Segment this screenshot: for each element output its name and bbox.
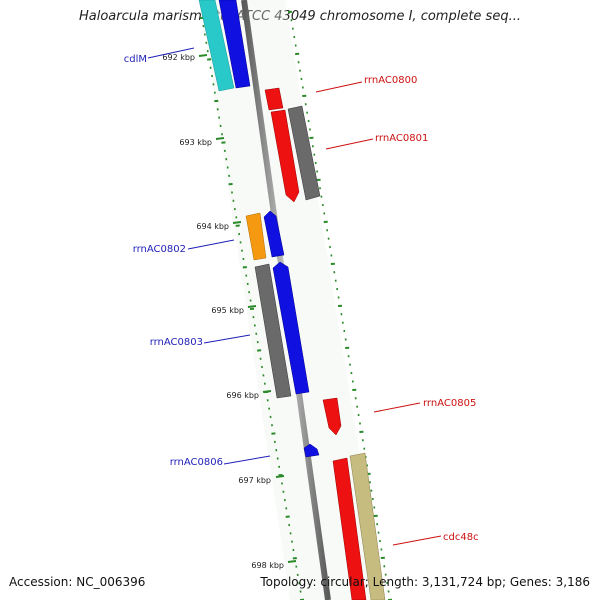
gene-label-rrnAC0801[interactable]: rrnAC0801 — [375, 133, 428, 144]
ruler-tick-label: 693 kbp — [179, 138, 212, 147]
ruler-tick-label: 694 kbp — [196, 222, 229, 231]
ruler-tick-label: 692 kbp — [162, 53, 195, 62]
gene-gray-plus-1[interactable] — [287, 105, 321, 201]
leader-line — [325, 138, 374, 150]
leader-line — [373, 402, 421, 413]
gene-rrnAC0802-feature[interactable] — [245, 212, 267, 261]
gene-labels: cdlM rrnAC0800 rrnAC0801 rrnAC0802 rrnAC… — [124, 47, 479, 546]
gene-rrnAC0800-feature[interactable] — [264, 87, 284, 111]
leader-line — [392, 535, 442, 546]
gene-label-cdlM[interactable]: cdlM — [124, 54, 147, 65]
ruler-tick-mark — [198, 54, 208, 57]
gene-label-rrnAC0806[interactable]: rrnAC0806 — [170, 457, 223, 468]
gene-blue-minus-1[interactable] — [218, 0, 251, 89]
leader-line — [147, 47, 195, 59]
gene-label-rrnAC0800[interactable]: rrnAC0800 — [364, 75, 417, 86]
gene-cdlM-feature[interactable] — [198, 0, 235, 92]
gene-red-plus-2[interactable] — [332, 457, 367, 600]
outer-tick-track — [287, 10, 393, 600]
gene-label-cdc48c[interactable]: cdc48c — [443, 532, 479, 543]
ruler-tick-mark — [275, 475, 285, 478]
ruler-tick-mark — [232, 221, 242, 224]
ruler-tick-label: 695 kbp — [211, 306, 244, 315]
leader-line — [315, 81, 363, 93]
accession-text: Accession: NC_006396 — [9, 575, 146, 589]
gene-rrnAC0803-feature[interactable] — [254, 263, 292, 399]
ruler-ticks: 692 kbp 693 kbp 694 kbp 695 kbp 696 kbp … — [162, 53, 297, 570]
gene-label-rrnAC0802[interactable]: rrnAC0802 — [133, 244, 186, 255]
ruler-tick-label: 698 kbp — [251, 561, 284, 570]
gene-rrnAC0806-feature[interactable] — [303, 443, 320, 458]
gene-blue-minus-2[interactable] — [263, 210, 285, 258]
leader-line — [203, 334, 251, 344]
ruler-tick-label: 696 kbp — [226, 391, 259, 400]
gene-rrnAC0801-feature[interactable] — [270, 109, 300, 203]
gene-label-rrnAC0805[interactable]: rrnAC0805 — [423, 398, 476, 409]
ruler-tick-mark — [247, 305, 257, 308]
inner-tick-track — [199, 16, 305, 600]
leader-line — [187, 239, 235, 250]
ruler-tick-label: 697 kbp — [238, 476, 271, 485]
gene-cdc48c-feature[interactable] — [349, 452, 386, 600]
leader-line — [223, 455, 271, 465]
topology-summary: Topology: circular; Length: 3,131,724 bp… — [260, 575, 590, 589]
ruler-tick-mark — [215, 137, 225, 140]
map-title: Haloarcula marismortui ATCC 43049 chromo… — [79, 9, 521, 24]
ruler-tick-mark — [262, 390, 272, 393]
gene-label-rrnAC0803[interactable]: rrnAC0803 — [150, 337, 203, 348]
ruler-tick-mark — [287, 560, 297, 563]
gene-blue-minus-3[interactable] — [272, 261, 310, 395]
gene-rrnAC0805-feature[interactable] — [322, 397, 342, 436]
